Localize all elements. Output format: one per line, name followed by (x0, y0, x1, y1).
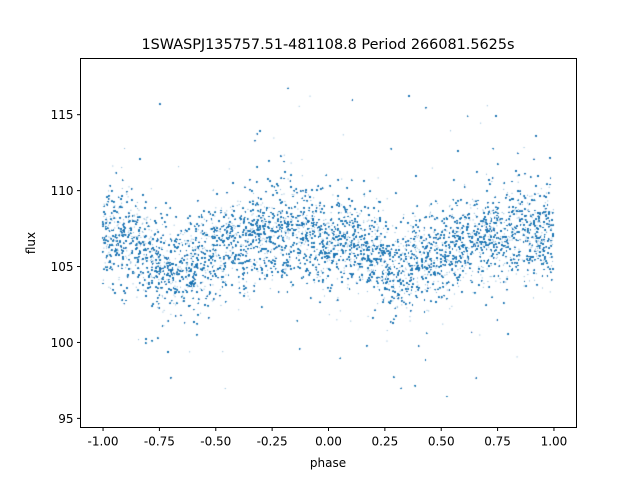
scatter-points (80, 58, 576, 427)
y-tick-label: 100 (51, 336, 74, 350)
x-tick-label: 0.25 (372, 435, 399, 449)
chart-title: 1SWASPJ135757.51-481108.8 Period 266081.… (142, 37, 515, 53)
x-tick-label: -0.75 (144, 435, 175, 449)
y-axis: 95 100 105 110 115 (51, 108, 81, 426)
y-axis-label: flux (24, 232, 38, 254)
x-axis-label: phase (310, 456, 346, 470)
y-tick-label: 95 (58, 412, 73, 426)
y-tick-label: 105 (51, 260, 74, 274)
x-tick-label: 0.00 (315, 435, 342, 449)
x-tick-label: -1.00 (88, 435, 119, 449)
y-tick-label: 110 (51, 184, 74, 198)
x-tick-label: 0.50 (428, 435, 455, 449)
x-tick-label: -0.50 (200, 435, 231, 449)
x-axis: -1.00 -0.75 -0.50 -0.25 0.00 0.25 0.50 0.75 1.00 (88, 427, 568, 449)
x-tick-label: -0.25 (257, 435, 288, 449)
y-tick-label: 115 (51, 108, 74, 122)
x-tick-label: 1.00 (541, 435, 568, 449)
x-tick-label: 0.75 (484, 435, 511, 449)
